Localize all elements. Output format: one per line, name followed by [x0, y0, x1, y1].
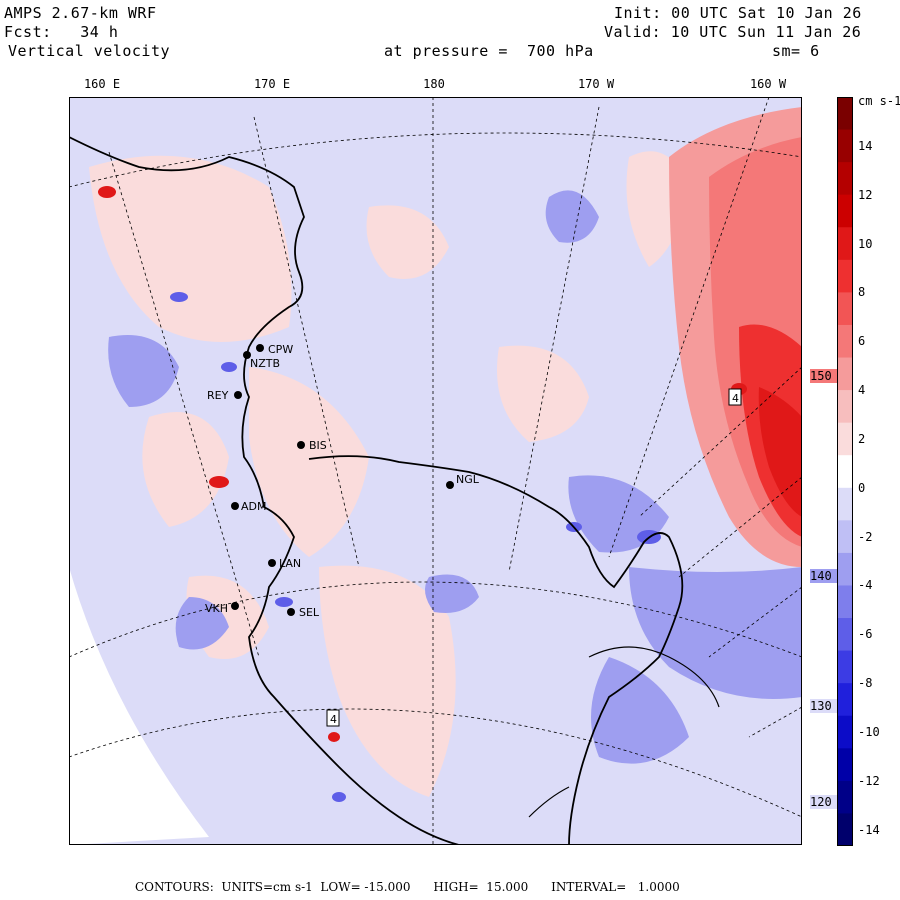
colorbar-segment [837, 813, 853, 846]
vertical-velocity-map: CPW NZTB REY BIS NGL ADM LAN VKH SEL 4 4 [69, 97, 802, 845]
station-label-lan: LAN [279, 557, 301, 570]
extremum-label-1: 4 [732, 392, 739, 405]
colorbar-tick-label: -4 [858, 578, 873, 593]
station-label-nztb: NZTB [250, 357, 280, 370]
colorbar-segment [837, 292, 853, 326]
strong-ascent-band [669, 107, 802, 567]
station-dot-sel [287, 608, 295, 616]
colorbar-segment [837, 129, 853, 163]
colorbar-segment [837, 357, 853, 391]
colorbar-tick-label: 6 [858, 334, 866, 349]
colorbar-tick-label: -2 [858, 529, 873, 544]
lon-label-170w: 170 W [577, 77, 615, 91]
colorbar-tick-label: 4 [858, 383, 866, 398]
descent-areas [108, 190, 802, 764]
smoothing: sm= 6 [772, 42, 820, 60]
ice-shelf-edge [528, 646, 720, 818]
colorbar-segment [837, 618, 853, 652]
station-dot-adm [231, 502, 239, 510]
colorbar-segment [837, 259, 853, 293]
station-label-vkh: VKH [205, 602, 228, 615]
valid-time: Valid: 10 UTC Sun 11 Jan 26 [604, 23, 862, 41]
colorbar-tick-label: -6 [858, 627, 873, 642]
out-of-domain-area [69, 567, 209, 845]
station-dot-lan [268, 559, 276, 567]
colorbar-units: cm s-1 [858, 94, 900, 108]
station-label-cpw: CPW [268, 343, 293, 356]
colorbar-tick-label: -14 [858, 822, 880, 837]
lon-label-180: 180 [423, 77, 445, 91]
field-name: Vertical velocity [8, 42, 171, 60]
colorbar-tick-label: -12 [858, 773, 880, 788]
map-frame [69, 97, 802, 845]
extremum-box-1 [728, 388, 742, 406]
colorbar-tick-label: 0 [858, 480, 866, 495]
colorbar-segment [837, 97, 853, 131]
station-label-sel: SEL [299, 606, 320, 619]
colorbar-frame [837, 97, 853, 846]
colorbar-segment [837, 780, 853, 814]
station-dot-rey [234, 391, 242, 399]
coastline [69, 136, 684, 845]
colorbar-tick-label: 14 [858, 138, 873, 153]
colorbar-segment [837, 585, 853, 619]
colorbar-tick-label: -8 [858, 676, 873, 691]
station-markers: CPW NZTB REY BIS NGL ADM LAN VKH SEL [205, 343, 480, 619]
colorbar [837, 97, 853, 846]
colorbar-segment [837, 748, 853, 782]
extremum-marks: 4 4 [326, 388, 742, 727]
lon-label-160w: 160 W [749, 77, 787, 91]
station-dot-cpw [256, 344, 264, 352]
colorbar-segment [837, 390, 853, 424]
pressure-level: at pressure = 700 hPa [384, 42, 594, 60]
extremum-label-2: 4 [330, 713, 337, 726]
lon-label-160e: 160 E [83, 77, 121, 91]
colorbar-segment [837, 552, 853, 586]
colorbar-tick-label: 2 [858, 431, 866, 446]
colorbar-segment [837, 227, 853, 261]
station-label-rey: REY [207, 389, 229, 402]
colorbar-tick-label: 8 [858, 285, 866, 300]
station-label-bis: BIS [309, 439, 327, 452]
forecast-hour: Fcst: 34 h [4, 23, 119, 41]
colorbar-segment [837, 715, 853, 749]
colorbar-segment [837, 455, 853, 489]
meridians [108, 97, 802, 845]
station-label-ngl: NGL [456, 473, 480, 486]
colorbar-segment [837, 194, 853, 228]
colorbar-segment [837, 324, 853, 359]
colorbar-segment [837, 422, 853, 456]
station-dot-nztb [243, 351, 251, 359]
colorbar-tick-label: 12 [858, 187, 873, 202]
station-label-adm: ADM [241, 500, 267, 513]
station-dot-vkh [231, 602, 239, 610]
lon-label-170e: 170 E [253, 77, 291, 91]
colorbar-segment [837, 520, 853, 554]
parallels [69, 132, 802, 818]
contour-info: CONTOURS: UNITS=cm s-1 LOW= -15.000 HIGH… [135, 880, 680, 894]
model-title: AMPS 2.67-km WRF [4, 4, 157, 22]
station-dot-ngl [446, 481, 454, 489]
colorbar-tick-label: 10 [858, 236, 873, 251]
station-dot-bis [297, 441, 305, 449]
colorbar-segment [837, 683, 853, 717]
colorbar-segment [837, 650, 853, 684]
colorbar-segment [837, 487, 853, 521]
colorbar-tick-label: -10 [858, 725, 880, 740]
extremum-box-2 [326, 709, 340, 727]
colorbar-segment [837, 162, 853, 196]
init-time: Init: 00 UTC Sat 10 Jan 26 [614, 4, 862, 22]
